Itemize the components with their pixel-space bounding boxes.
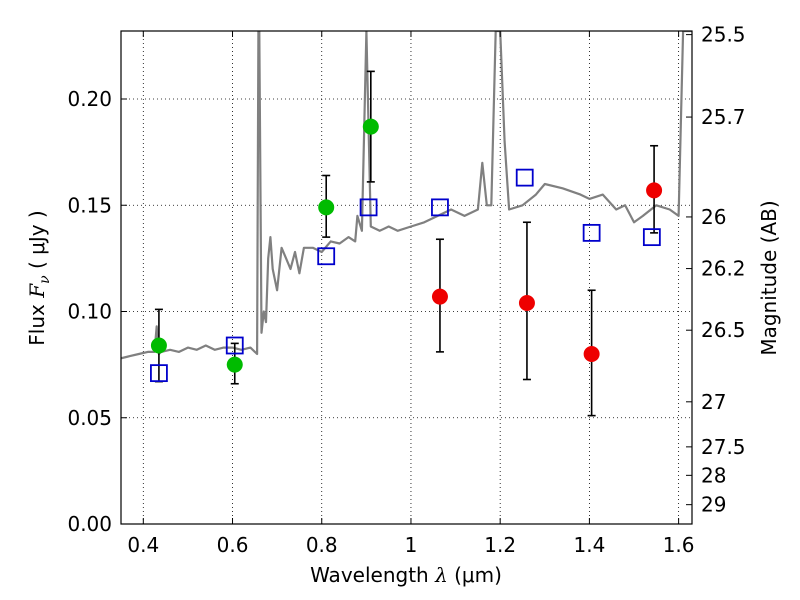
magnitude-tick-label: 25.7 — [701, 105, 746, 129]
x-axis-label-symbol: λ — [434, 563, 448, 587]
model-photometry-square — [150, 364, 168, 383]
magnitude-tick-label: 25.5 — [701, 23, 746, 47]
model-photometry-square — [359, 198, 378, 217]
observed-nir-point — [646, 182, 663, 199]
x-tick-label: 1.2 — [484, 533, 516, 557]
x-tick-label: 0.8 — [306, 533, 338, 557]
magnitude-tick-label: 27.5 — [701, 435, 746, 459]
x-axis-label-unit: (μm) — [448, 563, 502, 587]
model-photometry-square — [582, 223, 601, 242]
model-photometry-square — [225, 336, 244, 355]
magnitude-tick-label: 26.5 — [701, 318, 746, 342]
magnitude-tick-label: 28 — [701, 463, 726, 487]
x-axis-label-prefix: Wavelength — [310, 563, 435, 587]
y-axis-label-prefix: Flux — [25, 298, 49, 346]
model-photometry-square — [515, 168, 534, 187]
x-tick-label: 1 — [405, 533, 418, 557]
magnitude-tick-label: 26 — [701, 205, 726, 229]
observed-nir-point — [431, 288, 448, 305]
x-tick-label: 0.4 — [127, 533, 159, 557]
observed-optical-point — [150, 337, 167, 354]
y-tick-label: 0.00 — [67, 512, 112, 536]
y-tick-label: 0.15 — [67, 193, 112, 217]
y-tick-label: 0.05 — [67, 406, 112, 430]
model-photometry-square — [317, 247, 336, 266]
magnitude-tick-label: 27 — [701, 390, 726, 414]
x-tick-label: 1.4 — [573, 533, 605, 557]
y-axis-label-subscript: ν — [37, 275, 53, 284]
x-axis-label: Wavelength λ (μm) — [310, 563, 502, 587]
observed-nir-point — [583, 346, 600, 362]
observed-optical-point — [226, 356, 243, 373]
y-axis-label-unit: ( μJy ) — [25, 210, 49, 275]
x-tick-label: 0.6 — [217, 533, 249, 557]
x-tick-label: 1.6 — [663, 533, 695, 557]
y-tick-label: 0.20 — [67, 87, 112, 111]
magnitude-axis-label: Magnitude (AB) — [757, 200, 781, 355]
spectrum-line — [121, 31, 692, 360]
model-photometry-square — [642, 228, 661, 247]
magnitude-tick-label: 26.2 — [701, 257, 746, 281]
observed-optical-point — [362, 118, 379, 135]
x-axis-ticks: 0.4 0.6 0.8 1 1.2 1.4 1.6 — [127, 31, 695, 557]
spectrum-layer — [121, 31, 692, 360]
marker-layer — [150, 118, 663, 383]
observed-optical-point — [318, 199, 335, 216]
y-axis-ticks: 0.00 0.05 0.10 0.15 0.20 — [67, 87, 127, 536]
y-axis-label-symbol: F — [25, 283, 49, 299]
model-photometry-square — [431, 198, 449, 217]
magnitude-tick-label: 29 — [701, 493, 726, 517]
plot-frame — [120, 30, 693, 525]
y-tick-label: 0.10 — [67, 300, 112, 324]
observed-nir-point — [518, 295, 535, 311]
y-axis-label: Flux Fν ( μJy ) — [25, 210, 53, 345]
magnitude-axis-ticks: 25.5 25.7 26 26.2 26.5 27 27.5 28 29 — [686, 23, 746, 517]
